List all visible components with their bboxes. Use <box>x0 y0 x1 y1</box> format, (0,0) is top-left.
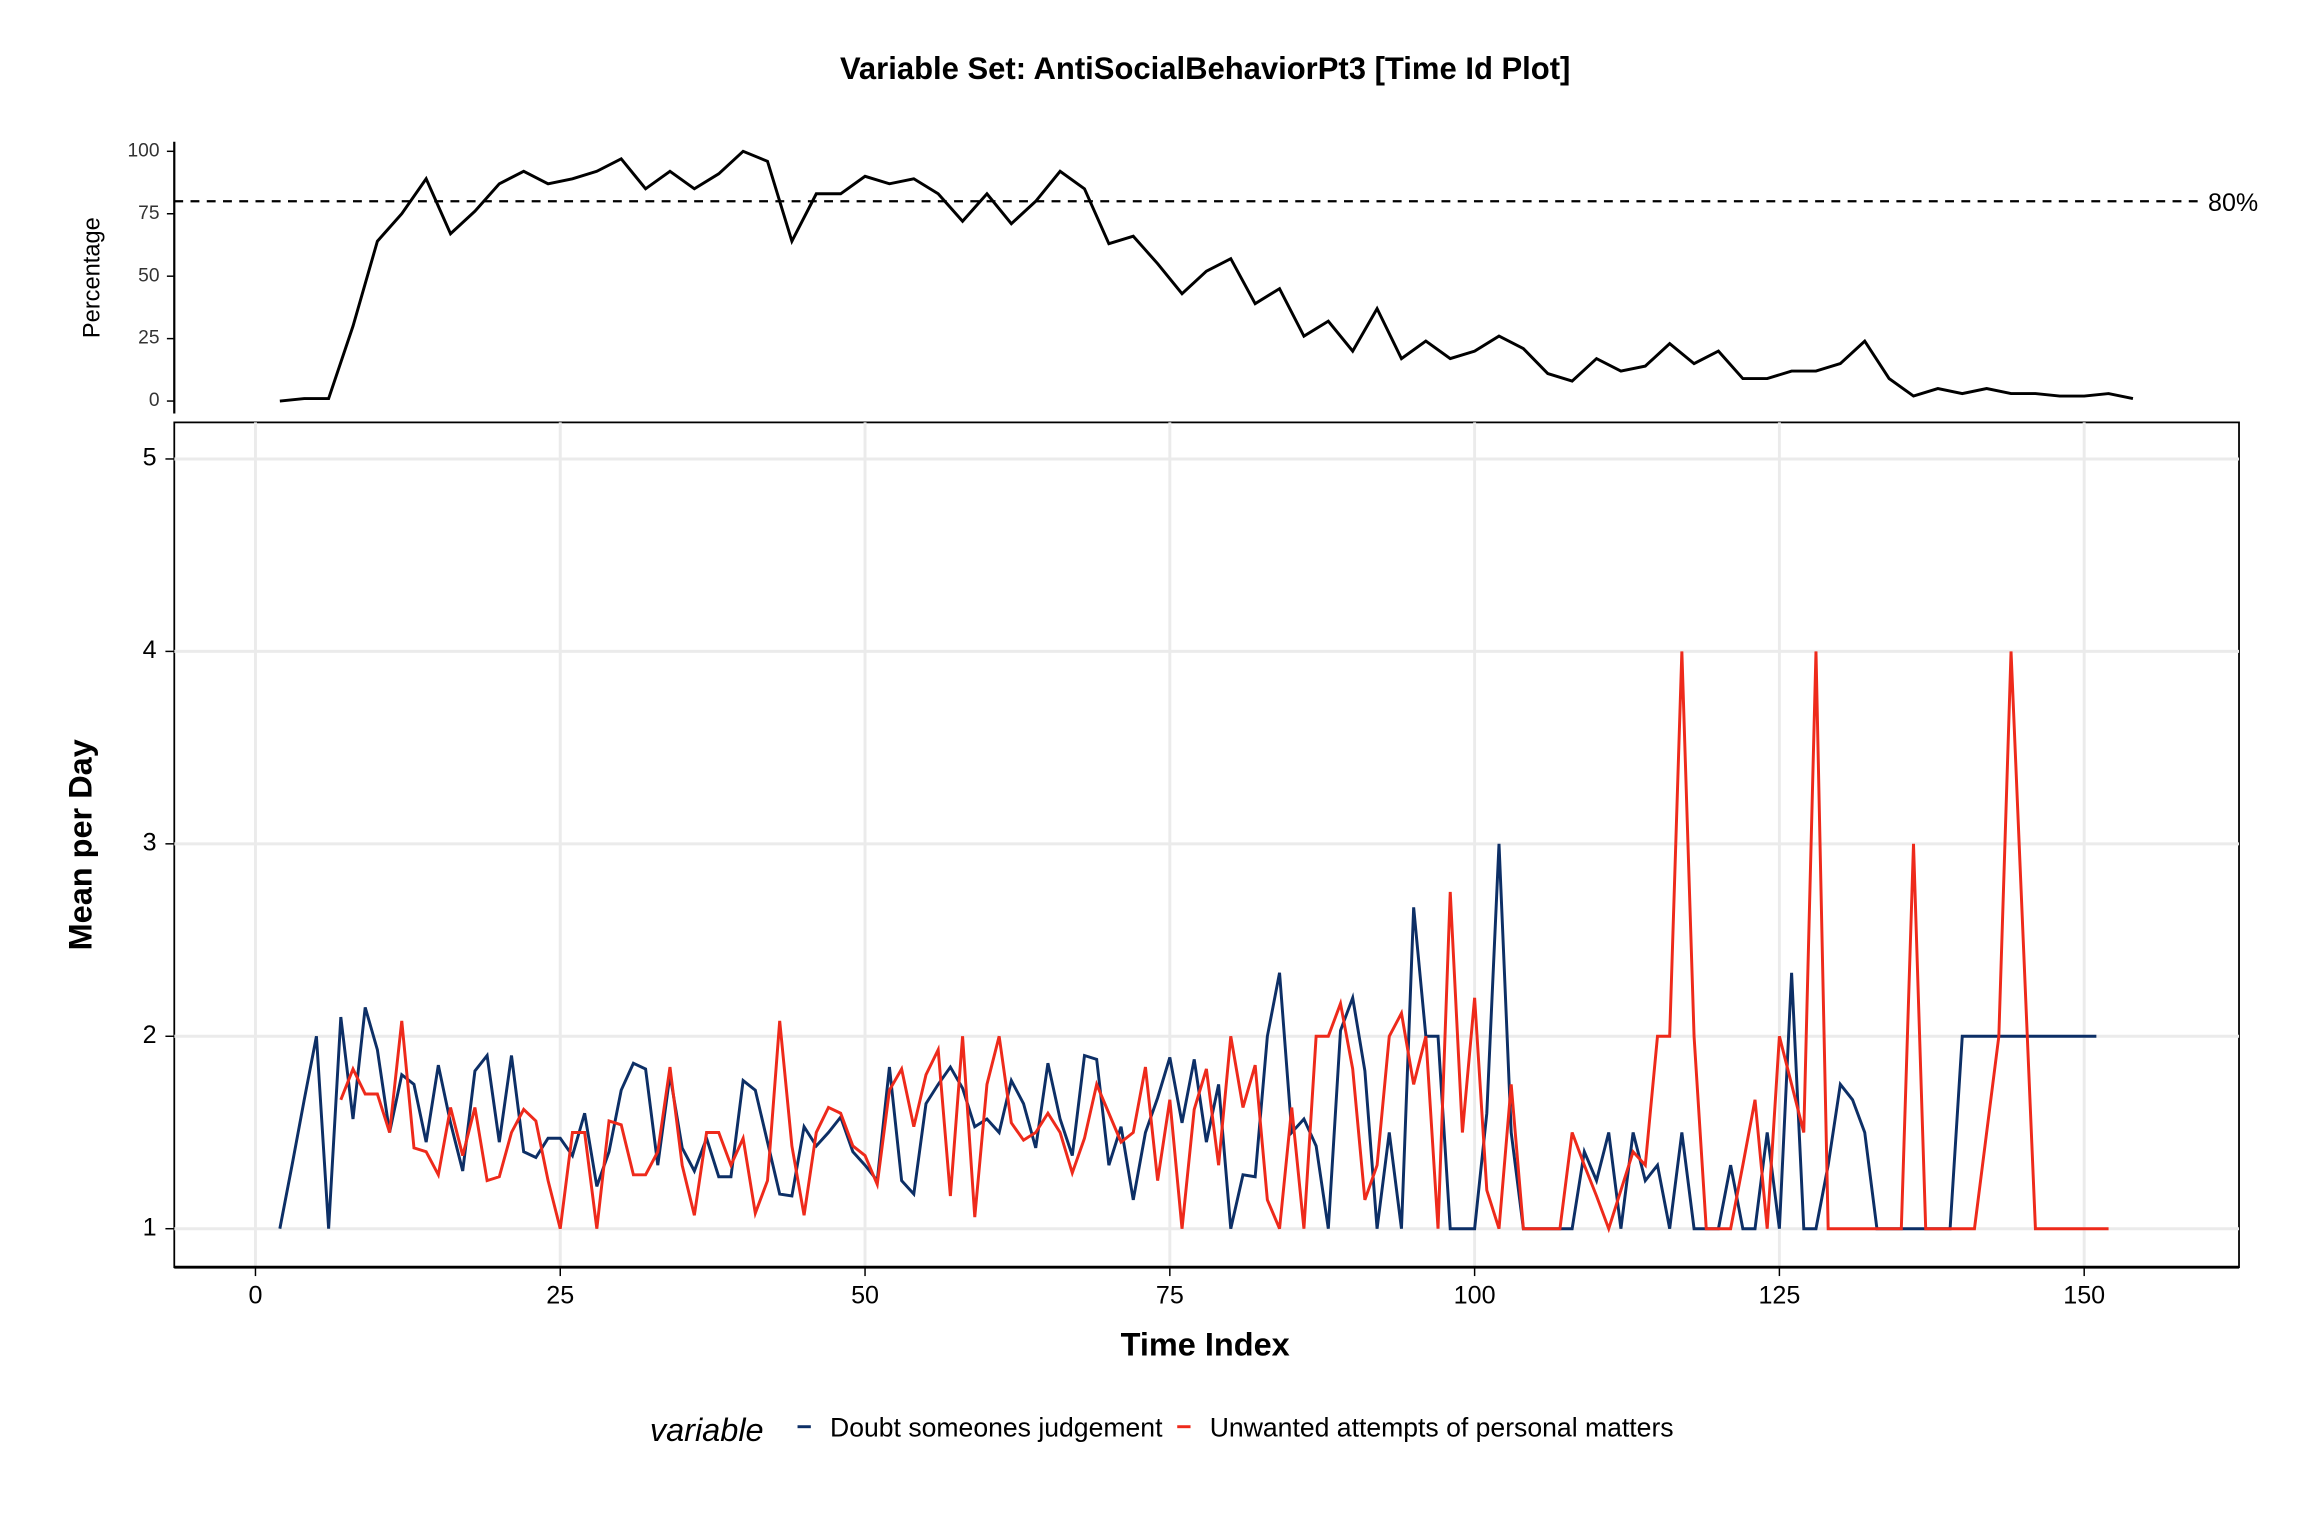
y-axis-title: Mean per Day <box>62 739 98 950</box>
y-tick-label: 25 <box>138 328 159 349</box>
x-tick-label: 0 <box>248 1281 262 1309</box>
legend-label: Unwanted attempts of personal matters <box>1210 1413 1674 1443</box>
y-tick-label: 2 <box>143 1021 157 1049</box>
y-axis-title: Percentage <box>79 217 105 338</box>
legend-label: Doubt someones judgement <box>830 1413 1163 1443</box>
line <box>339 651 2109 1234</box>
y-tick-label: 3 <box>143 828 157 856</box>
y-tick-label: 1 <box>143 1213 157 1241</box>
line <box>278 843 2097 1231</box>
x-tick-label: 50 <box>851 1281 879 1309</box>
y-tick-label: 4 <box>143 636 157 664</box>
x-axis-title: Time Index <box>1121 1327 1290 1363</box>
x-tick-label: 75 <box>1156 1281 1184 1309</box>
y-tick-label: 100 <box>127 140 159 161</box>
reference-label: 80% <box>2208 189 2258 217</box>
y-tick-label: 50 <box>138 265 159 286</box>
y-tick-label: 75 <box>138 203 159 224</box>
x-tick-label: 125 <box>1758 1281 1800 1309</box>
y-tick-label: 5 <box>143 444 157 472</box>
legend-title: variable <box>650 1412 764 1448</box>
line <box>279 149 2134 403</box>
x-tick-label: 25 <box>546 1281 574 1309</box>
x-tick-label: 150 <box>2063 1281 2105 1309</box>
x-tick-label: 100 <box>1454 1281 1496 1309</box>
y-tick-label: 0 <box>149 390 160 411</box>
chart-title: Variable Set: AntiSocialBehaviorPt3 [Tim… <box>840 51 1570 86</box>
